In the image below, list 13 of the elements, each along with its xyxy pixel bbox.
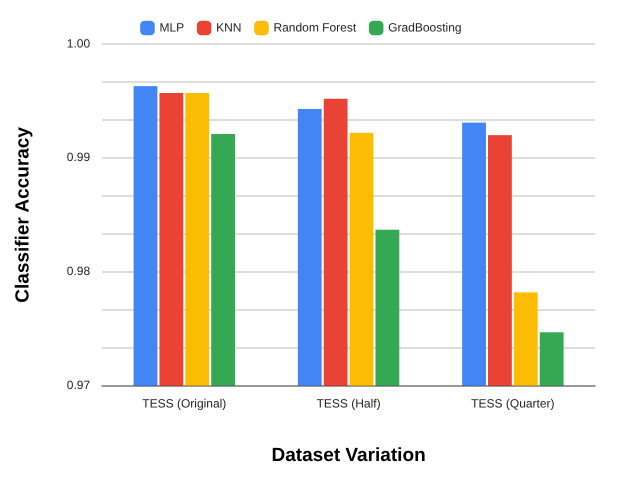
- y-axis-title: Classifier Accuracy: [12, 126, 34, 303]
- y-tick-label: 0.99: [66, 150, 90, 164]
- x-axis-title: Dataset Variation: [271, 444, 426, 466]
- legend-label: GradBoosting: [388, 20, 462, 34]
- text: 1.00: [66, 36, 90, 50]
- legend-label: Random Forest: [273, 20, 357, 34]
- legend-label: KNN: [216, 20, 242, 34]
- x-tick-label: TESS (Original): [142, 396, 226, 410]
- y-tick-label: 0.97: [66, 378, 90, 392]
- x-tick-label: TESS (Quarter): [471, 396, 555, 410]
- y-tick-label: 0.98: [66, 264, 90, 278]
- x-tick-label: TESS (Half): [316, 396, 381, 410]
- legend-label: MLP: [159, 20, 184, 34]
